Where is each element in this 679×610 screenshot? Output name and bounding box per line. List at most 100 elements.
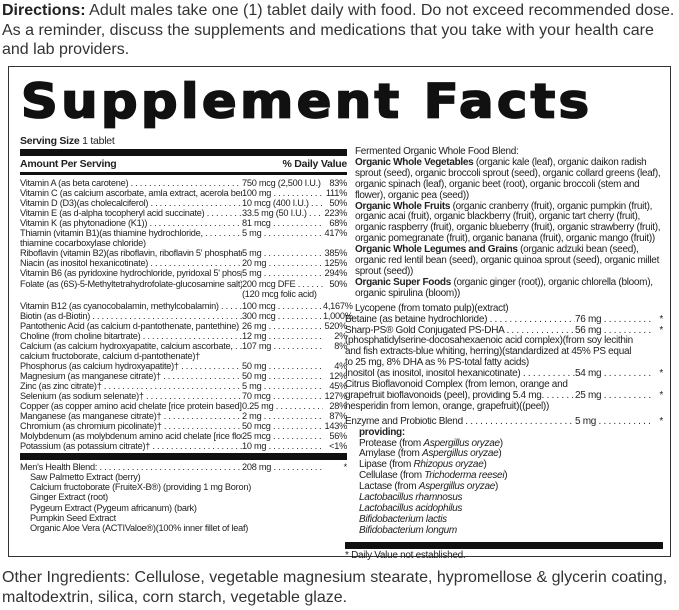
nutrient-dv: 50% <box>329 198 347 209</box>
nutrient-amount: 50 mcg <box>242 421 323 431</box>
lycopene: Lycopene (from tomato pulp)(extract) <box>355 302 509 314</box>
enzyme-end: ) <box>483 459 487 471</box>
enzyme-text: Cellulase (from <box>359 470 425 482</box>
nutrient-name: Thiamin (vitamin B1)(as thiamine hydroch… <box>20 228 242 238</box>
nutrient-amount: 12 mg <box>242 331 323 341</box>
nutrient-amount: 25 mg <box>575 391 653 402</box>
nutrient-dv: 294% <box>324 268 348 279</box>
nutrient-dv: 127% <box>324 391 348 402</box>
nutrient-amount: 300 mcg <box>242 311 323 321</box>
nutrient-name: Vitamin C (as calcium ascorbate, amla ex… <box>20 188 242 198</box>
nutrient-name: Pantothenic Acid (as calcium d-pantothen… <box>20 321 242 331</box>
food-group: Organic Super Foods (organic ginger (roo… <box>355 276 663 300</box>
nutrient-dv: 68% <box>329 218 347 229</box>
food-group-text: (organic ginger (root)), organic chlorel… <box>355 276 653 299</box>
nutrient-dv: 111% <box>325 188 347 199</box>
nutrient-name: Vitamin D (D3)(as cholecalciferol) <box>20 198 242 208</box>
food-group-text: (organic adzuki bean (seed), organic red… <box>355 244 660 277</box>
amount-header: Amount Per Serving <box>20 158 117 171</box>
mens-blend-items: Saw Palmetto Extract (berry) Calcium fruc… <box>20 472 347 532</box>
nutrient-row: Vitamin B6 (as pyridoxine hydrochloride,… <box>20 268 347 278</box>
nutrient-amount: 100 mcg <box>242 301 323 311</box>
nutrient-name: Niacin (as inositol hexanicotinate) <box>20 258 242 268</box>
nutrient-row: Vitamin K (as phytonadione (K1))81 mcg 68… <box>20 218 347 228</box>
nutrient-row: Zinc (as zinc citrate)†5 mg 45% <box>20 381 347 391</box>
nutrient-dv: 223% <box>324 208 348 219</box>
nutrient-amount-cont: (120 mcg folic acid) <box>242 288 317 299</box>
nutrient-amount: 70 mcg <box>242 391 323 401</box>
nutrient-name: Biotin (as d-Biotin) <box>20 311 242 321</box>
blend-item: Ginger Extract (root) <box>30 492 108 503</box>
nutrient-amount: 0.25 mg <box>242 401 323 411</box>
nutrient-row: Niacin (as inositol hexanicotinate)20 mg… <box>20 258 347 268</box>
nutrient-dv: 28% <box>329 401 347 412</box>
enzyme-source: Bifidobacterium longum <box>359 524 457 536</box>
nutrient-amount: 5 mg <box>575 417 653 428</box>
nutrient-name: Zinc (as zinc citrate)† <box>20 381 242 391</box>
supplement-facts-panel: Supplement Facts Serving Size 1 tablet A… <box>8 66 671 561</box>
nutrient-row: Vitamin A (as beta carotene)750 mcg (2,5… <box>20 178 347 188</box>
nutrient-name: Phosphorus (as calcium hydroxyapatite)† <box>20 361 242 371</box>
nutrient-name-cont: hesperidin from lemon, orange, grapefrui… <box>345 400 549 412</box>
nutrient-name: Folate (as (6S)-5-Methyltetrahydrofolate… <box>20 279 242 289</box>
panel-title: Supplement Facts <box>20 74 593 130</box>
enzyme-item: Cellulase (from Trichoderma reesei) <box>359 470 663 482</box>
nutrient-name: Potassium (as potassium citrate)† <box>20 441 242 451</box>
enzyme-source: Rhizopus oryzae <box>413 459 484 471</box>
blend-item: Pygeum Extract (Pygeum africanum) (bark) <box>30 502 197 513</box>
nutrient-amount: 56 mg <box>575 326 653 337</box>
nutrient-amount: 25 mcg <box>242 431 323 441</box>
food-group-text: (organic cranberry (fruit), organic pump… <box>355 200 661 245</box>
nutrient-row: Vitamin B12 (as cyanocobalamin, methylco… <box>20 300 353 311</box>
nutrient-row: Choline (from choline bitartrate)12 mg 2% <box>20 331 347 341</box>
nutrient-dv: 50% <box>329 278 347 289</box>
nutrient-dv: <1% <box>329 441 347 452</box>
enzyme-item: Amylase (from Aspergillus oryzae) <box>359 449 663 460</box>
nutrient-row: Copper (as copper amino acid chelate [ri… <box>20 401 347 411</box>
nutrient-row: Pantothenic Acid (as calcium d-pantothen… <box>20 321 347 331</box>
nutrient-dv: 385% <box>324 248 348 259</box>
nutrient-dv: 4,167% <box>323 300 353 311</box>
other-ingredients: Other Ingredients: Cellulose, vegetable … <box>2 569 668 606</box>
food-group-name: Organic Whole Legumes and Grains <box>355 244 518 256</box>
blend-item: Calcium fructoborate (FruiteX-B®) (provi… <box>30 482 252 493</box>
nutrient-name: Vitamin B12 (as cyanocobalamin, methylco… <box>20 301 242 311</box>
nutrient-row: Manganese (as manganese citrate)†2 mg 87% <box>20 411 347 421</box>
nutrient-amount: 20 mg <box>242 258 323 268</box>
nutrient-amount: 10 mg <box>242 441 323 451</box>
nutrient-dv: 56% <box>329 431 347 442</box>
food-group: Organic Whole Fruits (organic cranberry … <box>355 200 663 246</box>
nutrient-name: Selenium (as sodium selenate)† <box>20 391 242 401</box>
enzyme-source: Trichoderma reesei <box>424 470 505 482</box>
nutrient-amount: 200 mcg DFE <box>242 279 323 289</box>
nutrient-row: Enzyme and Probiotic Blend5 mg * <box>345 416 663 428</box>
nutrient-dv: 125% <box>324 258 348 269</box>
nutrient-name: Vitamin A (as beta carotene) <box>20 178 242 188</box>
nutrient-row: grapefruit bioflavonoids (peel), providi… <box>345 390 663 402</box>
enzyme-source: Bifidobacterium lactis <box>359 513 447 525</box>
nutrient-amount: 5 mg <box>242 268 323 278</box>
nutrient-amount: 5 mg <box>242 228 323 238</box>
nutrient-name: Manganese (as manganese citrate)† <box>20 411 242 421</box>
row-prefix: Citrus Bioflavonoid Complex (from lemon,… <box>345 379 568 391</box>
nutrient-row: Folate (as (6S)-5-Methyltetrahydrofolate… <box>20 279 347 289</box>
nutrient-name-cont: calcium fructoborate, calcium d-pantothe… <box>20 350 201 361</box>
enzyme-list: Protease (from Aspergillus oryzae) Amylas… <box>345 438 663 537</box>
nutrient-amount: 26 mg <box>242 321 323 331</box>
nutrient-amount: 76 mg <box>575 315 653 326</box>
nutrient-dv: 2% <box>334 330 347 341</box>
divider <box>20 172 347 176</box>
nutrient-row: Chromium (as chromium picolinate)†50 mcg… <box>20 421 347 431</box>
nutrient-row: Molybdenum (as molybdenum amino acid che… <box>20 431 347 441</box>
nutrient-name: Vitamin E (as d-alpha tocopheryl acid su… <box>20 208 242 218</box>
food-group-name: Organic Super Foods <box>355 276 451 288</box>
nutrient-row: Sharp-PS® Gold Conjugated PS-DHA56 mg * <box>345 325 663 337</box>
nutrient-row: Riboflavin (vitamin B2)(as riboflavin, r… <box>20 248 347 258</box>
nutrient-name: Calcium (as calcium hydroxyapatite, calc… <box>20 341 242 351</box>
nutrient-amount: 33.5 mg (50 I.U.) <box>242 208 323 218</box>
nutrient-dv: 83% <box>329 178 347 189</box>
enzyme-source: Lactobacillus acidophilus <box>359 503 463 514</box>
nutrient-amount: 10 mcg (400 I.U.) <box>242 198 323 208</box>
nutrient-amount: 50 mg <box>242 371 323 381</box>
nutrient-row: Selenium (as sodium selenate)†70 mcg127% <box>20 391 347 401</box>
